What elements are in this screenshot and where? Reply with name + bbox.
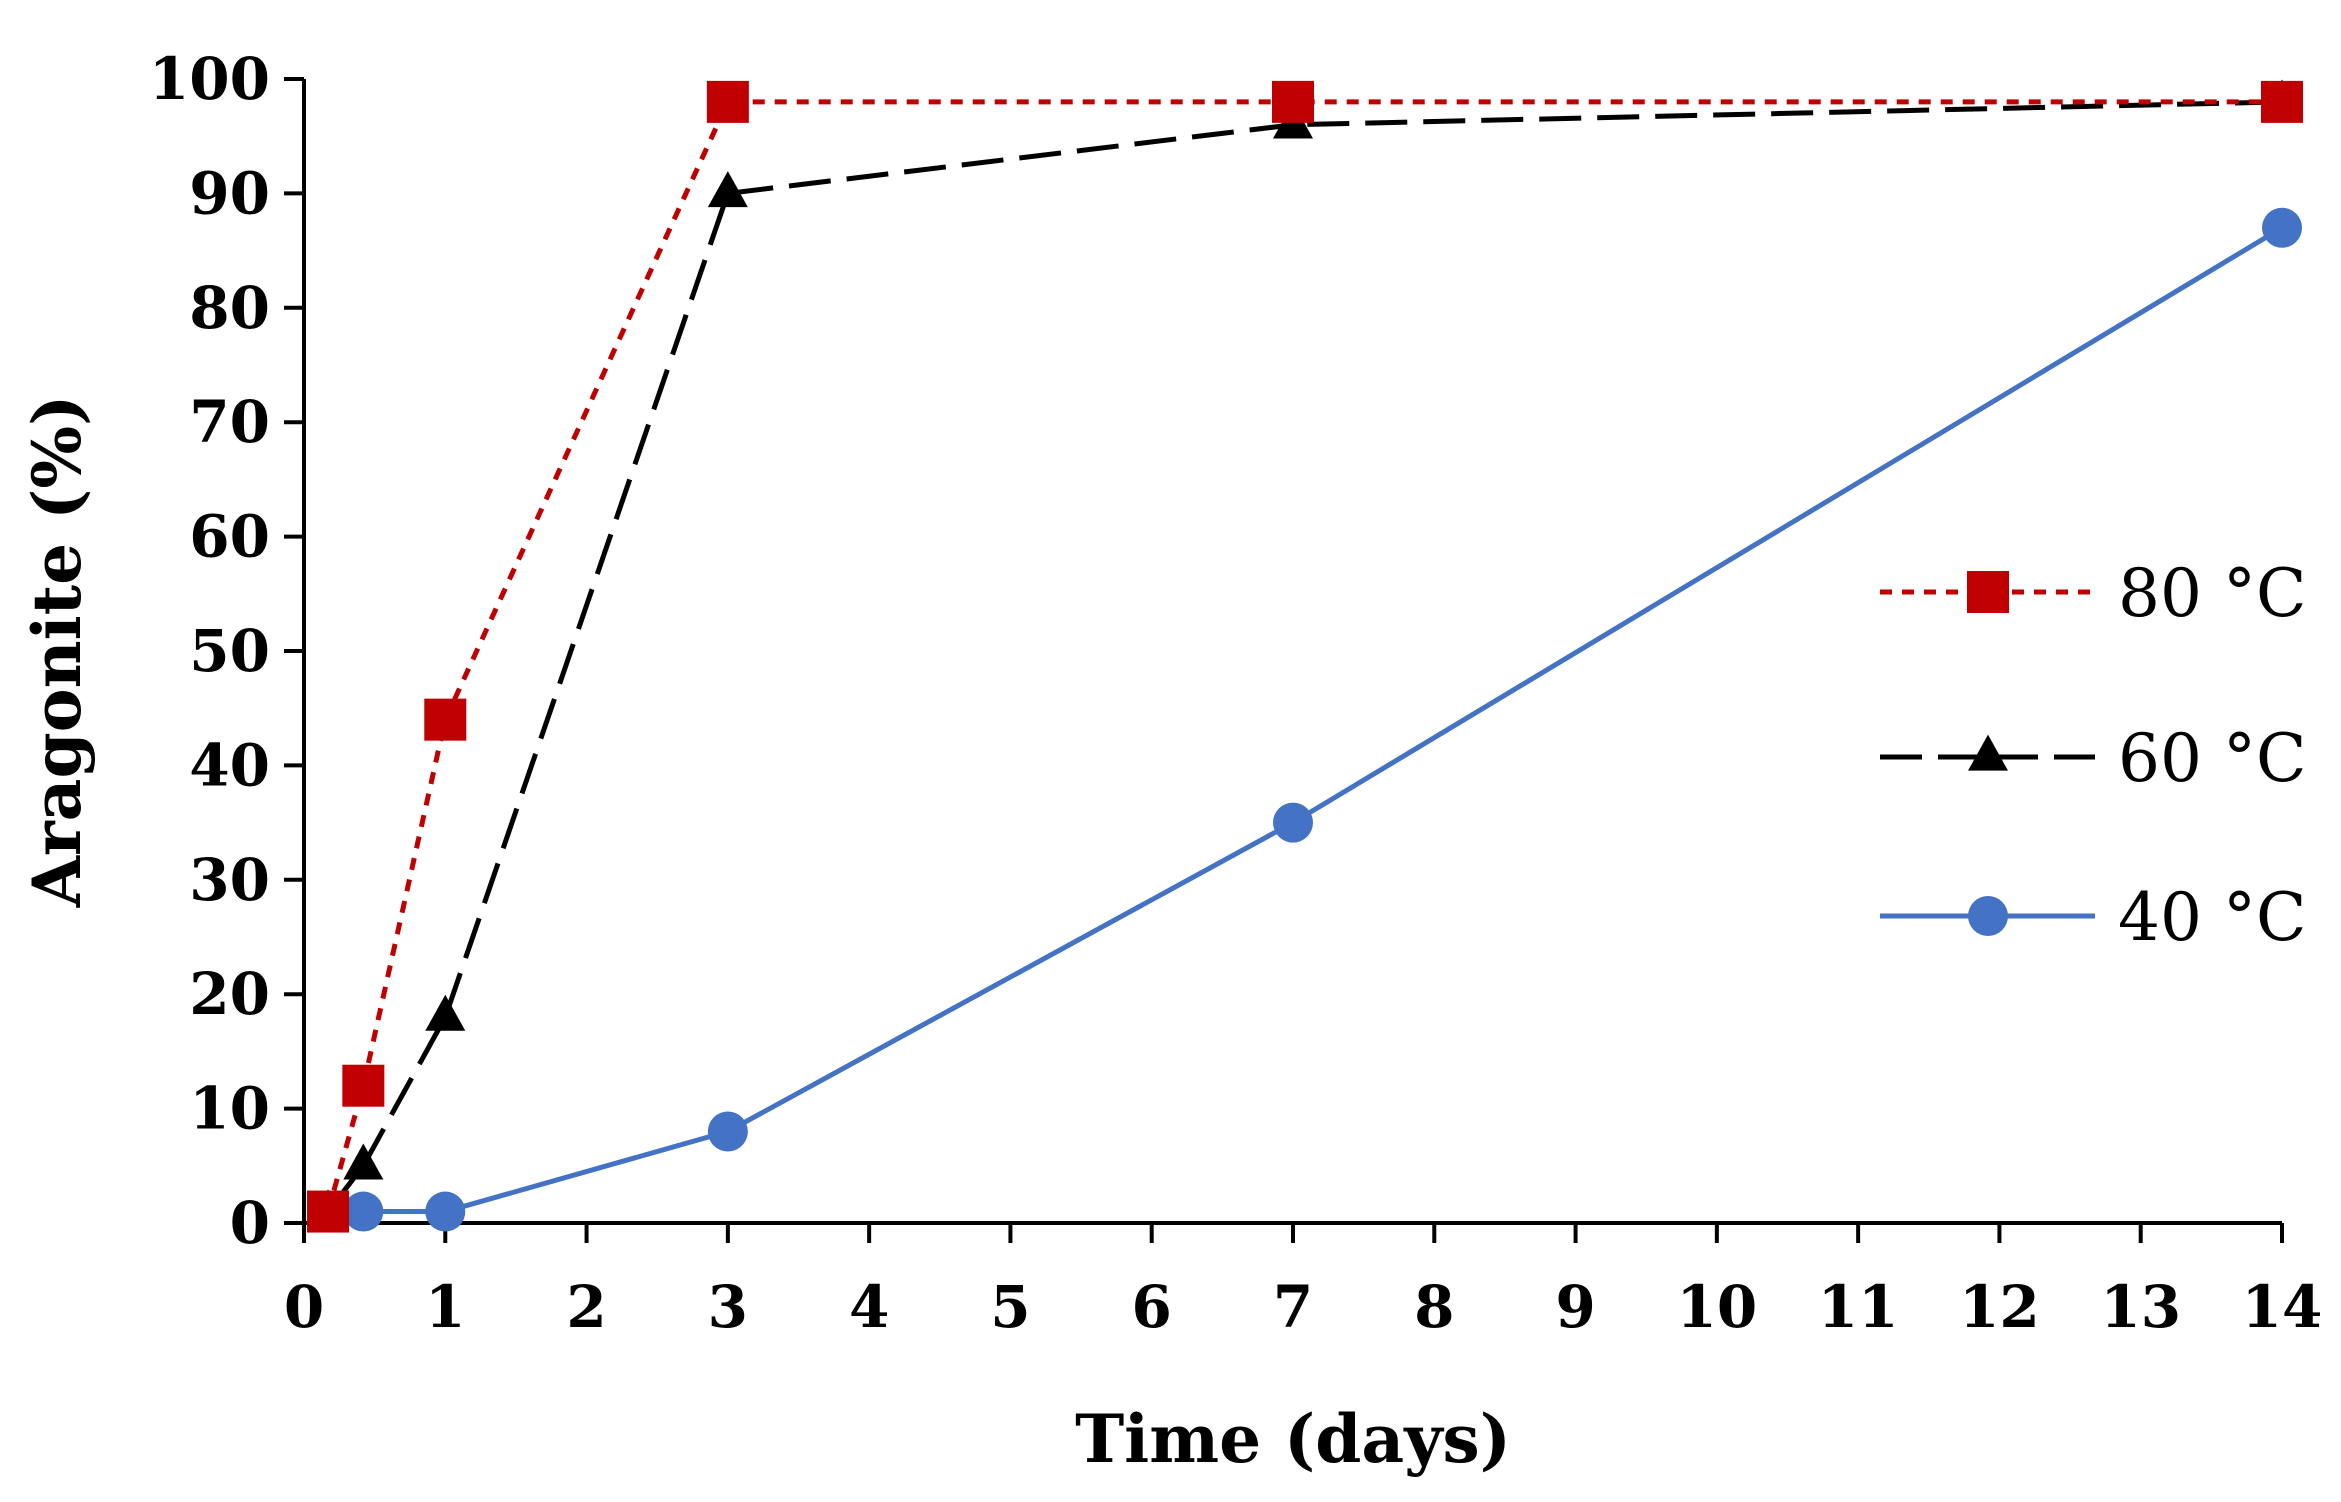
y-tick-label: 0 <box>230 1189 270 1257</box>
y-tick-label: 40 <box>189 731 270 799</box>
x-tick-label: 6 <box>1132 1273 1172 1341</box>
data-point-40c <box>2262 207 2302 248</box>
data-point-60c <box>707 171 748 208</box>
y-tick-label: 70 <box>189 388 270 456</box>
legend: 80 °C 60 °C 40 °C <box>1880 555 2306 956</box>
data-point-60c <box>343 1143 384 1180</box>
x-tick-label: 1 <box>425 1273 465 1341</box>
y-tick-label: 30 <box>189 846 270 914</box>
x-tick-label: 8 <box>1414 1273 1454 1341</box>
x-tick-label: 2 <box>566 1273 606 1341</box>
data-point-40c <box>343 1191 384 1232</box>
series-line-80c <box>325 99 2282 1213</box>
x-tick-label: 7 <box>1273 1273 1313 1341</box>
data-point-80c <box>307 1190 350 1233</box>
x-tick-label: 13 <box>2100 1273 2181 1341</box>
x-axis-title: Time (days) <box>1075 1400 1511 1478</box>
y-tick-label: 100 <box>149 45 270 113</box>
data-point-40c <box>1273 802 1313 843</box>
x-tick-label: 11 <box>1818 1273 1899 1341</box>
x-tick-label: 14 <box>2242 1273 2323 1341</box>
data-point-60c <box>425 994 466 1031</box>
series-line-40c <box>328 225 2284 1215</box>
data-point-80c <box>2261 80 2303 123</box>
legend-label-40c: 40 °C <box>2118 879 2306 956</box>
legend-marker-40c <box>1968 896 2008 936</box>
data-point-80c <box>342 1064 385 1107</box>
x-tick-label: 9 <box>1555 1273 1595 1341</box>
y-tick-label: 20 <box>189 960 270 1028</box>
x-tick-label: 5 <box>990 1273 1030 1341</box>
legend-marker-80c <box>1967 571 2009 613</box>
series-markers <box>307 79 2303 1233</box>
data-point-40c <box>425 1191 466 1232</box>
y-tick-label: 50 <box>189 617 270 685</box>
data-point-80c <box>1272 80 1314 123</box>
y-tick-label: 90 <box>189 159 270 227</box>
legend-label-80c: 80 °C <box>2118 555 2306 632</box>
data-point-40c <box>707 1111 748 1152</box>
legend-label-60c: 60 °C <box>2118 720 2306 797</box>
y-tick-label: 10 <box>189 1075 270 1143</box>
x-tick-label: 4 <box>849 1273 889 1341</box>
y-tick-label: 60 <box>189 503 270 571</box>
y-tick-label: 80 <box>189 274 270 342</box>
x-tick-label: 12 <box>1959 1273 2040 1341</box>
x-tick-label: 10 <box>1676 1273 1757 1341</box>
x-tick-label: 0 <box>284 1273 324 1341</box>
data-point-80c <box>424 698 467 741</box>
series-line-60c <box>326 99 2283 1214</box>
x-tick-label: 3 <box>708 1273 748 1341</box>
y-axis-title: Aragonite (%) <box>18 395 96 909</box>
series-lines <box>325 99 2284 1215</box>
legend-marker-60c <box>1968 734 2008 771</box>
data-point-80c <box>706 80 749 123</box>
